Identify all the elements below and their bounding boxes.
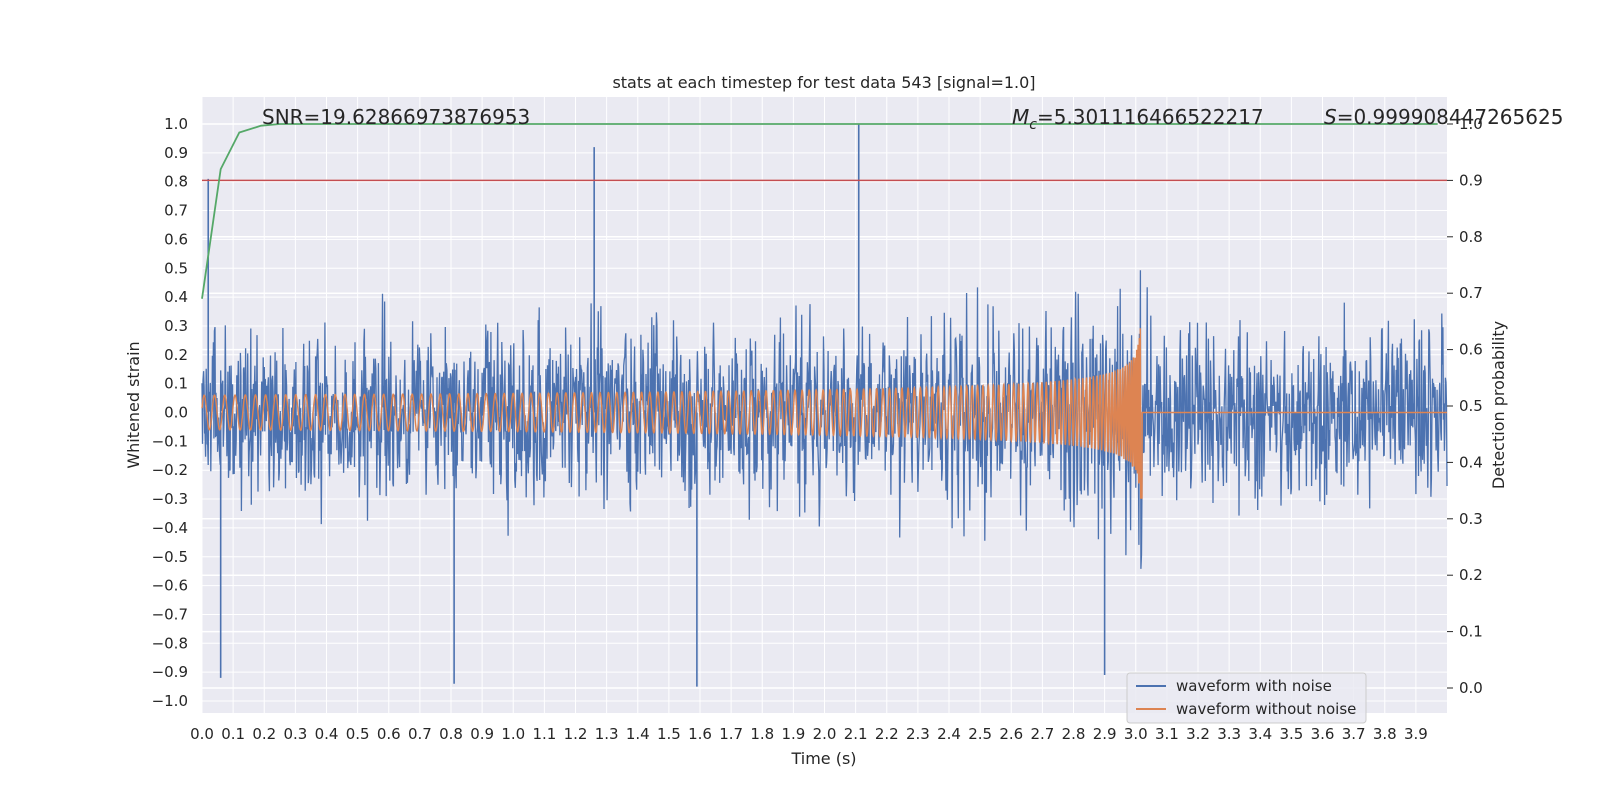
x-tick-label: 2.0 xyxy=(813,725,837,743)
y2-tick-label: 1.0 xyxy=(1459,115,1483,133)
y-tick-label: 0.6 xyxy=(164,230,188,248)
y2-tick-label: 0.1 xyxy=(1459,623,1483,641)
x-tick-label: 0.0 xyxy=(190,725,214,743)
snr-annotation: SNR=19.62866973876953 xyxy=(262,105,530,129)
y2-tick-label: 0.5 xyxy=(1459,397,1483,415)
x-tick-label: 2.8 xyxy=(1062,725,1086,743)
y-tick-label: 0.7 xyxy=(164,202,188,220)
legend-box xyxy=(1126,672,1367,724)
y-tick-label: −0.1 xyxy=(152,432,188,450)
y-tick-label: −0.9 xyxy=(152,663,188,681)
x-tick-label: 0.3 xyxy=(283,725,307,743)
y2-tick-label: 0.4 xyxy=(1459,453,1483,471)
y-tick-label: 0.5 xyxy=(164,259,188,277)
x-tick-label: 3.9 xyxy=(1404,725,1428,743)
x-tick-label: 3.1 xyxy=(1155,725,1179,743)
mc-value: =5.301116466522217 xyxy=(1037,105,1264,129)
x-tick-label: 3.5 xyxy=(1279,725,1303,743)
mc-subscript: c xyxy=(1029,117,1037,133)
x-tick-label: 2.6 xyxy=(999,725,1023,743)
x-tick-label: 1.5 xyxy=(657,725,681,743)
y2-tick-label: 0.7 xyxy=(1459,284,1483,302)
x-tick-label: 1.0 xyxy=(501,725,525,743)
y-tick-label: −0.4 xyxy=(152,519,188,537)
x-tick-label: 1.9 xyxy=(781,725,805,743)
series-detection-probability xyxy=(201,123,1438,299)
x-tick-label: 0.4 xyxy=(315,725,339,743)
x-tick-label: 2.5 xyxy=(968,725,992,743)
y2-tick-label: 0.0 xyxy=(1459,679,1483,697)
x-tick-label: 2.9 xyxy=(1093,725,1117,743)
x-tick-label: 2.3 xyxy=(906,725,930,743)
y-tick-label: −0.8 xyxy=(152,634,188,652)
legend-label-clean: waveform without noise xyxy=(1176,700,1356,718)
x-tick-label: 0.8 xyxy=(439,725,463,743)
x-tick-label: 1.2 xyxy=(564,725,588,743)
y2-tick-label: 0.8 xyxy=(1459,228,1483,246)
x-tick-label: 2.1 xyxy=(844,725,868,743)
mc-symbol: M xyxy=(1012,105,1029,129)
y2-tick-label: 0.9 xyxy=(1459,171,1483,189)
x-tick-label: 3.7 xyxy=(1342,725,1366,743)
y-tick-label: 0.0 xyxy=(164,404,188,422)
x-tick-label: 1.8 xyxy=(750,725,774,743)
y-tick-label: 0.9 xyxy=(164,144,188,162)
x-tick-label: 1.1 xyxy=(532,725,556,743)
x-tick-label: 3.2 xyxy=(1186,725,1210,743)
series-layer xyxy=(201,123,1448,687)
x-tick-label: 3.8 xyxy=(1373,725,1397,743)
x-tick-label: 3.6 xyxy=(1311,725,1335,743)
x-tick-label: 1.3 xyxy=(595,725,619,743)
y-tick-label: −0.2 xyxy=(152,461,188,479)
y-tick-label: −0.6 xyxy=(152,577,188,595)
x-tick-label: 0.9 xyxy=(470,725,494,743)
y-tick-label: 0.3 xyxy=(164,317,188,335)
series-waveform-without-noise xyxy=(201,328,1447,499)
x-tick-label: 0.7 xyxy=(408,725,432,743)
s-symbol: S xyxy=(1324,105,1337,129)
x-tick-label: 1.6 xyxy=(688,725,712,743)
chirp-mass-annotation: Mc=5.301116466522217 xyxy=(1012,105,1264,133)
y-tick-label: 0.8 xyxy=(164,173,188,191)
series-waveform-with-noise xyxy=(201,270,1448,569)
x-tick-label: 1.4 xyxy=(626,725,650,743)
x-tick-label: 3.0 xyxy=(1124,725,1148,743)
x-tick-label: 0.2 xyxy=(252,725,276,743)
y-tick-label: 0.4 xyxy=(164,288,188,306)
y-tick-label: −1.0 xyxy=(152,692,188,710)
x-tick-label: 1.7 xyxy=(719,725,743,743)
x-tick-label: 0.6 xyxy=(377,725,401,743)
y-tick-label: −0.3 xyxy=(152,490,188,508)
y-tick-label: 1.0 xyxy=(164,115,188,133)
y-axis-label: Whitened strain xyxy=(124,341,143,468)
axes-text: 0.0 0.1 0.2 0.3 0.4 0.5 0.6 0.7 0.8 0.9 1.0 1.1 1.2 1… xyxy=(152,115,1483,743)
x-tick-label: 2.4 xyxy=(937,725,961,743)
x-axis-label: Time (s) xyxy=(790,749,856,768)
legend: waveform with noise waveform without noi… xyxy=(1126,672,1367,724)
y-tick-label: −0.7 xyxy=(152,605,188,623)
x-tick-label: 0.1 xyxy=(221,725,245,743)
y2-axis-label: Detection probability xyxy=(1489,321,1508,489)
chart-title: stats at each timestep for test data 543… xyxy=(612,73,1035,92)
x-tick-label: 3.4 xyxy=(1248,725,1272,743)
y-tick-label: −0.5 xyxy=(152,548,188,566)
x-tick-label: 3.3 xyxy=(1217,725,1241,743)
s-value: =0.999908447265625 xyxy=(1337,105,1564,129)
x-tick-label: 0.5 xyxy=(346,725,370,743)
y2-tick-label: 0.3 xyxy=(1459,510,1483,528)
legend-label-noise: waveform with noise xyxy=(1176,677,1332,695)
y2-tick-label: 0.2 xyxy=(1459,566,1483,584)
y2-tick-label: 0.6 xyxy=(1459,341,1483,359)
y-tick-label: 0.1 xyxy=(164,375,188,393)
y-tick-label: 0.2 xyxy=(164,346,188,364)
x-tick-label: 2.2 xyxy=(875,725,899,743)
score-annotation: S=0.999908447265625 xyxy=(1324,105,1563,129)
x-tick-label: 2.7 xyxy=(1030,725,1054,743)
